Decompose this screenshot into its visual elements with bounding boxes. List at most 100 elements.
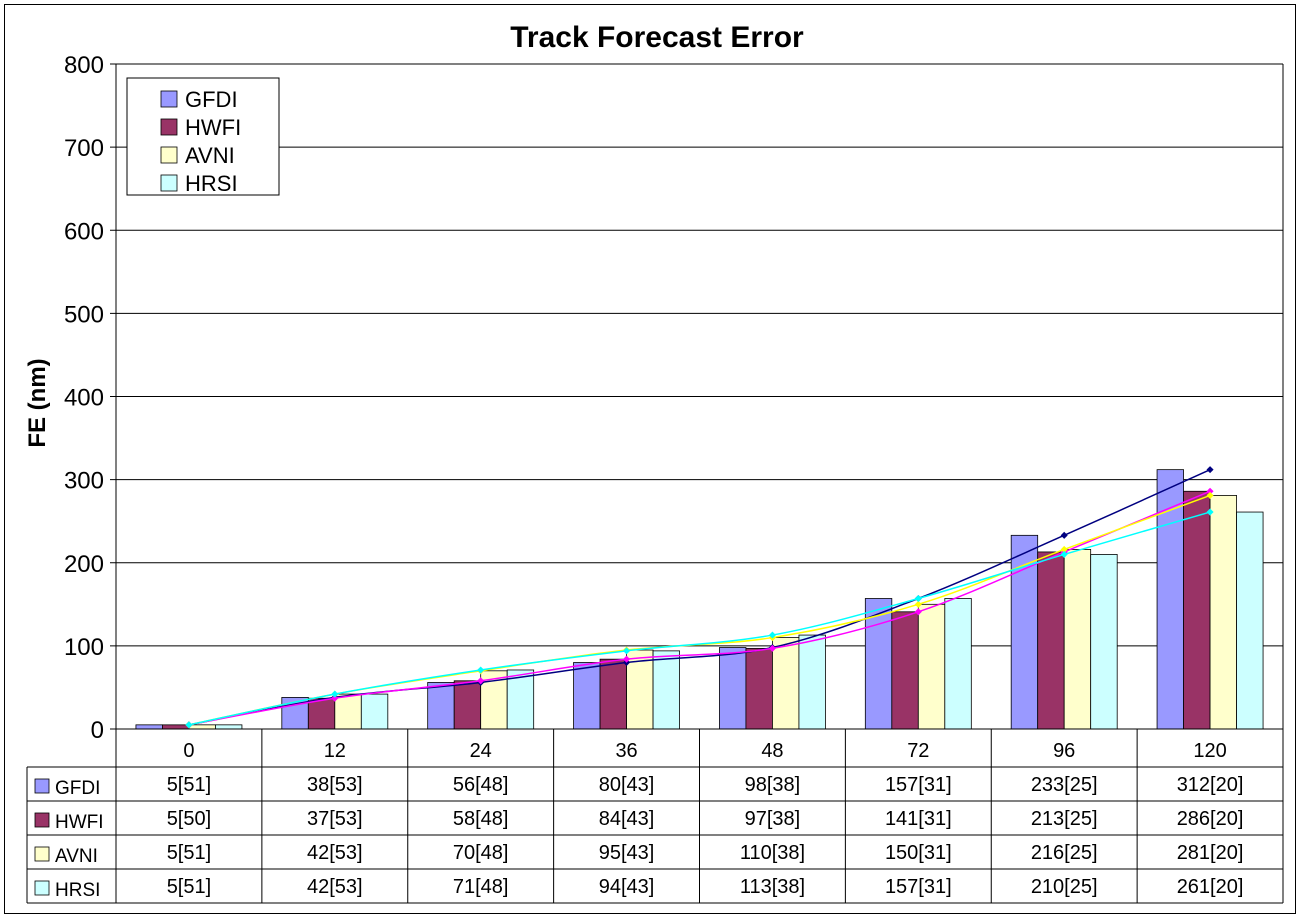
x-tick-label: 24: [470, 740, 492, 762]
trend-marker-hwfi: [331, 694, 339, 702]
bar-gfdi: [427, 682, 455, 730]
table-cell: 5[50]: [167, 808, 211, 830]
table-cell: 42[53]: [307, 842, 363, 864]
table-cell: 110[38]: [740, 842, 805, 864]
x-tick-label: 72: [907, 740, 929, 762]
legend-label-hwfi: HWFI: [185, 115, 241, 140]
x-tick-label: 12: [324, 740, 346, 762]
bar-avni: [772, 637, 800, 730]
table-cell: 5[51]: [167, 876, 211, 898]
bar-avni: [188, 724, 216, 730]
bar-hrsi: [798, 634, 826, 730]
bar-avni: [334, 693, 362, 730]
table-cell: 80[43]: [599, 774, 655, 796]
x-tick-label: 120: [1193, 740, 1226, 762]
y-tick-label: 200: [64, 551, 104, 578]
trend-marker-avni: [914, 600, 922, 608]
legend-swatch-hrsi: [160, 174, 178, 192]
bar-gfdi: [719, 647, 747, 730]
bar-hwfi: [307, 697, 336, 730]
bar-hwfi: [162, 724, 190, 730]
table-legend-swatch-hrsi: [34, 880, 50, 896]
trend-marker-gfdi: [1206, 466, 1214, 474]
table-cell: 42[53]: [307, 876, 363, 898]
bar-hrsi: [944, 598, 972, 730]
table-cell: 213[25]: [1031, 808, 1098, 830]
y-tick-label: 300: [64, 468, 104, 495]
table-cell: 210[25]: [1031, 876, 1098, 898]
y-tick-label: 700: [64, 135, 104, 162]
bar-avni: [917, 603, 946, 730]
table-legend-swatch-gfdi: [34, 778, 50, 794]
table-row-label: GFDI: [55, 778, 100, 799]
table-cell: 94[43]: [599, 876, 655, 898]
table-cell: 286[20]: [1177, 808, 1244, 830]
table-row-label: HWFI: [55, 812, 104, 833]
bar-avni: [1209, 495, 1237, 730]
x-tick-label: 48: [761, 740, 783, 762]
table-cell: 150[31]: [885, 842, 952, 864]
table-legend-swatch-avni: [34, 846, 50, 862]
table-cell: 233[25]: [1031, 774, 1098, 796]
table-cell: 5[51]: [167, 774, 211, 796]
table-cell: 70[48]: [453, 842, 509, 864]
table-cell: 157[31]: [885, 774, 952, 796]
data-table: 0 12 24 36 48 72 96 120 GFDI 5[51] 38[53] 56[48] 80[…: [26, 728, 1284, 904]
table-cell: 38[53]: [307, 774, 363, 796]
table-cell: 97[38]: [745, 808, 801, 830]
chart-frame: Track Forecast Error FE (nm) 0 100 200 300 4…: [4, 4, 1296, 914]
table-cell: 56[48]: [453, 774, 509, 796]
y-tick-label: 500: [64, 301, 104, 328]
legend-swatch-hwfi: [160, 118, 178, 136]
trend-line-hrsi: [188, 511, 1211, 726]
trend-marker-hrsi: [914, 594, 922, 603]
bar-hwfi: [891, 611, 919, 730]
bar-hrsi: [360, 693, 389, 730]
x-tick-label: 0: [183, 740, 194, 762]
table-cell: 84[43]: [599, 808, 655, 830]
table-cell: 5[51]: [167, 842, 211, 864]
table-cell: 95[43]: [599, 842, 655, 864]
legend-swatch-gfdi: [160, 90, 178, 108]
x-tick-label: 36: [615, 740, 637, 762]
y-axis-label: FE (nm): [24, 358, 51, 447]
trend-marker-hrsi: [331, 690, 339, 698]
table-cell: 37[53]: [307, 808, 363, 830]
bar-hrsi: [1236, 511, 1264, 730]
chart-title: Track Forecast Error: [510, 21, 804, 54]
bar-hwfi: [1037, 551, 1065, 730]
bar-hrsi: [652, 650, 680, 730]
gridlines: [115, 63, 1284, 730]
trend-marker-hwfi: [914, 608, 922, 616]
table-cell: 312[20]: [1177, 774, 1244, 796]
bar-gfdi: [864, 598, 893, 730]
x-tick-label: 96: [1053, 740, 1075, 762]
bar-gfdi: [135, 724, 163, 730]
table-cell: 98[38]: [745, 774, 801, 796]
y-tick-label: 800: [64, 52, 104, 79]
legend-label-hrsi: HRSI: [185, 171, 238, 196]
bar-hwfi: [453, 680, 482, 730]
legend-swatch-avni: [160, 146, 178, 164]
legend-label-avni: AVNI: [185, 143, 235, 168]
table-row-label: AVNI: [55, 846, 98, 867]
trend-marker-hrsi: [185, 721, 193, 729]
bar-hwfi: [599, 658, 627, 730]
table-cell: 216[25]: [1031, 842, 1098, 864]
y-tick-label: 400: [64, 385, 104, 412]
bar-avni: [1063, 549, 1092, 730]
table-cell: 157[31]: [885, 876, 952, 898]
bar-hwfi: [1183, 490, 1211, 730]
y-tick-label: 0: [91, 717, 104, 744]
bar-hrsi: [215, 724, 243, 730]
trend-marker-hwfi: [768, 644, 776, 652]
table-cell: 113[38]: [740, 876, 805, 898]
y-tick-label: 100: [64, 634, 104, 661]
legend: GFDI HWFI AVNI HRSI: [126, 77, 280, 196]
bars: [135, 469, 1264, 730]
trend-marker-hwfi: [623, 655, 631, 663]
legend-box: [126, 77, 280, 196]
bar-gfdi: [573, 662, 601, 730]
trend-marker-hrsi: [623, 647, 631, 655]
table-legend-swatch-hwfi: [34, 812, 50, 828]
